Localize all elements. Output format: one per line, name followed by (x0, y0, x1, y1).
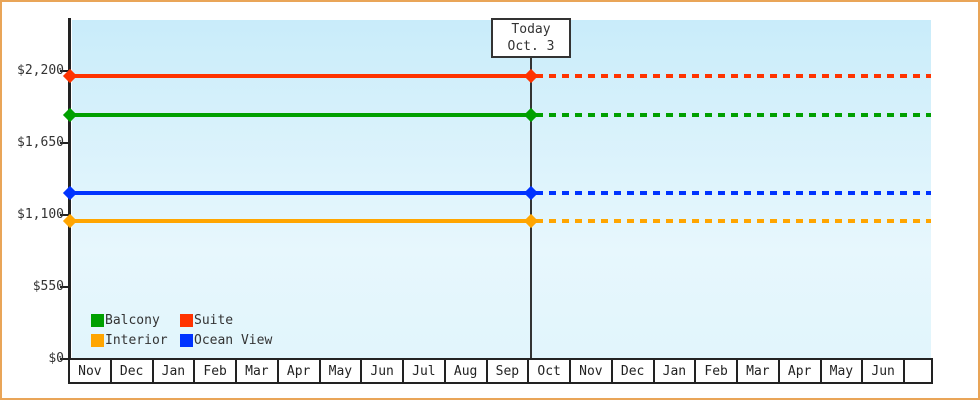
y-axis-tick-label: $550 (32, 279, 64, 294)
x-axis-month-cell: Oct (529, 360, 571, 382)
legend-item-balcony: Balcony (91, 313, 180, 328)
x-axis-month-cell: Dec (613, 360, 655, 382)
today-annotation-box: Today Oct. 3 (491, 18, 571, 58)
series-line-solid-interior (70, 219, 531, 223)
today-vertical-line (530, 56, 532, 358)
legend-label: Balcony (105, 312, 160, 328)
legend-swatch-icon (91, 313, 104, 327)
x-axis-month-cell: Feb (195, 360, 237, 382)
series-line-dotted-ocean-view (536, 191, 931, 195)
legend-item-suite: Suite (180, 313, 233, 328)
y-axis-tick-label: $0 (48, 351, 64, 366)
legend-item-interior: Interior (91, 333, 180, 348)
y-axis-tick-label: $1,650 (17, 135, 64, 150)
x-axis-month-cell: May (822, 360, 864, 382)
series-line-dotted-suite (536, 74, 931, 78)
series-line-solid-balcony (70, 113, 531, 117)
x-axis-month-cell: Apr (780, 360, 822, 382)
x-axis-month-cell: Mar (237, 360, 279, 382)
chart-legend: Balcony Suite Interior Ocean View (91, 310, 272, 350)
plot-background (72, 20, 931, 359)
x-axis-month-cell: Nov (571, 360, 613, 382)
x-axis-month-cell: Jan (655, 360, 697, 382)
y-axis-tick (60, 286, 69, 288)
series-line-dotted-interior (536, 219, 931, 223)
today-label: Today (511, 22, 551, 37)
y-axis-tick-label: $2,200 (17, 63, 64, 78)
series-line-solid-suite (70, 74, 531, 78)
series-line-solid-ocean-view (70, 191, 531, 195)
x-axis-month-cell: Dec (112, 360, 154, 382)
y-axis-tick (60, 142, 69, 144)
x-axis-month-row: Nov Dec Jan Feb Mar Apr May Jun Jul Aug Sep Oct Nov D… (68, 358, 933, 384)
legend-swatch-icon (180, 313, 193, 327)
legend-swatch-icon (91, 333, 104, 347)
y-axis-tick (60, 358, 69, 360)
legend-row: Interior Ocean View (91, 330, 272, 350)
x-axis-month-cell: Sep (488, 360, 530, 382)
y-axis-tick (60, 70, 69, 72)
x-axis-month-cell: Feb (696, 360, 738, 382)
legend-label: Suite (194, 312, 234, 328)
y-axis-tick-label: $1,100 (17, 207, 64, 222)
legend-swatch-icon (180, 333, 193, 347)
today-date-label: Oct. 3 (507, 39, 555, 54)
y-axis-tick (60, 214, 69, 216)
x-axis-month-cell: Aug (446, 360, 488, 382)
legend-label: Ocean View (194, 332, 273, 348)
x-axis-month-cell: Nov (70, 360, 112, 382)
series-line-dotted-balcony (536, 113, 931, 117)
legend-item-ocean-view: Ocean View (180, 333, 272, 348)
x-axis-empty-cell (905, 360, 931, 382)
legend-label: Interior (105, 332, 168, 348)
x-axis-month-cell: May (321, 360, 363, 382)
x-axis-month-cell: Jul (404, 360, 446, 382)
x-axis-month-cell: Jun (362, 360, 404, 382)
x-axis-month-cell: Mar (738, 360, 780, 382)
x-axis-month-cell: Jan (154, 360, 196, 382)
legend-row: Balcony Suite (91, 310, 272, 330)
x-axis-month-cell: Apr (279, 360, 321, 382)
x-axis-month-cell: Jun (863, 360, 905, 382)
